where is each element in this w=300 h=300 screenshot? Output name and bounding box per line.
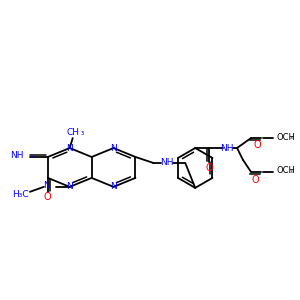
Text: O: O	[253, 140, 261, 150]
Text: OCH: OCH	[277, 167, 296, 176]
Text: N: N	[110, 143, 117, 152]
Text: NH: NH	[11, 152, 24, 160]
Text: ₃: ₃	[290, 168, 292, 174]
Text: CH: CH	[66, 128, 79, 136]
Text: NH: NH	[160, 158, 174, 167]
Text: ₃: ₃	[290, 134, 292, 140]
Text: ₃: ₃	[80, 128, 83, 136]
Text: H₃C: H₃C	[12, 190, 29, 199]
Text: N: N	[66, 143, 73, 152]
Text: O: O	[206, 163, 213, 173]
Text: O: O	[251, 175, 259, 185]
Text: OCH: OCH	[277, 133, 296, 142]
Text: NH: NH	[220, 143, 234, 152]
Text: N: N	[43, 182, 50, 190]
Text: N: N	[110, 182, 117, 191]
Text: N: N	[66, 182, 73, 191]
Text: ₂: ₂	[31, 153, 34, 159]
Text: O: O	[44, 192, 52, 202]
